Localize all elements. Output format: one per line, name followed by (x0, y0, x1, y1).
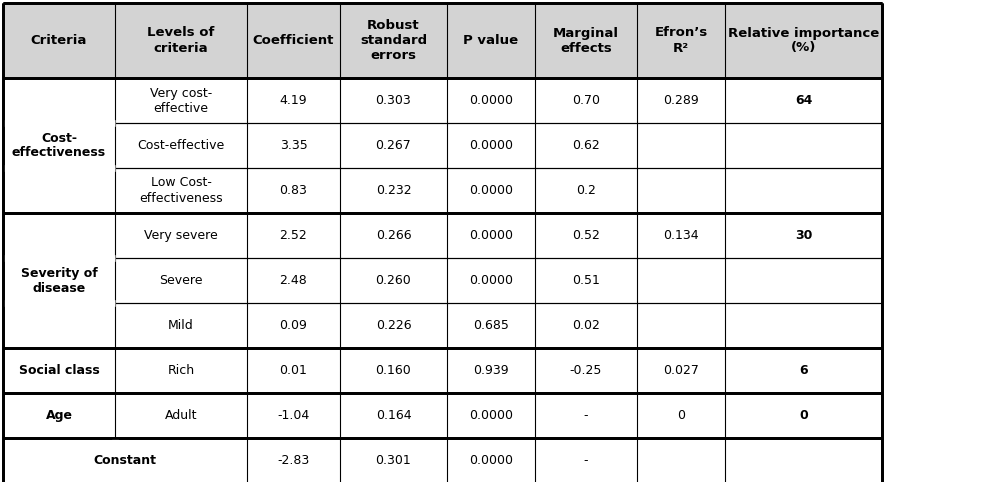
Text: Low Cost-
effectiveness: Low Cost- effectiveness (139, 176, 223, 204)
Text: Marginal
effects: Marginal effects (553, 27, 619, 54)
Text: Robust
standard
errors: Robust standard errors (360, 19, 427, 62)
Bar (3, 438, 882, 482)
Text: Cost-
effectiveness: Cost- effectiveness (12, 132, 106, 160)
Text: 3.35: 3.35 (280, 139, 307, 152)
Bar (3, 348, 882, 393)
Text: Coefficient: Coefficient (252, 34, 334, 47)
Text: 0.2: 0.2 (576, 184, 596, 197)
Text: Cost-effective: Cost-effective (137, 139, 225, 152)
Text: -: - (583, 454, 588, 467)
Text: 0.0000: 0.0000 (469, 94, 513, 107)
Text: 0.303: 0.303 (376, 94, 411, 107)
Bar (3, 213, 882, 258)
Text: -: - (583, 409, 588, 422)
Text: -1.04: -1.04 (277, 409, 309, 422)
Bar (3, 168, 882, 213)
Text: 0.0000: 0.0000 (469, 454, 513, 467)
Text: 30: 30 (794, 229, 812, 242)
Bar (3, 393, 882, 438)
Text: Age: Age (45, 409, 73, 422)
Text: 0.09: 0.09 (280, 319, 307, 332)
Text: 0.52: 0.52 (573, 229, 600, 242)
Text: 0.260: 0.260 (376, 274, 411, 287)
Text: Social class: Social class (19, 364, 99, 377)
Text: Constant: Constant (93, 454, 156, 467)
Text: Criteria: Criteria (30, 34, 87, 47)
Text: Very severe: Very severe (144, 229, 218, 242)
Text: 0.51: 0.51 (573, 274, 600, 287)
Text: 0.83: 0.83 (280, 184, 307, 197)
Text: 0.267: 0.267 (376, 139, 411, 152)
Text: Severe: Severe (159, 274, 202, 287)
Text: -0.25: -0.25 (570, 364, 602, 377)
Text: 0.160: 0.160 (376, 364, 411, 377)
Bar (3, 3, 882, 78)
Text: 0.266: 0.266 (376, 229, 411, 242)
Text: 4.19: 4.19 (280, 94, 307, 107)
Bar (3, 123, 882, 168)
Text: Relative importance
(%): Relative importance (%) (728, 27, 879, 54)
Text: Very cost-
effective: Very cost- effective (150, 86, 212, 115)
Text: 0.685: 0.685 (473, 319, 509, 332)
Text: 0.232: 0.232 (376, 184, 411, 197)
Text: 0.0000: 0.0000 (469, 409, 513, 422)
Text: 0: 0 (677, 409, 685, 422)
Text: 0.289: 0.289 (663, 94, 699, 107)
Text: Adult: Adult (165, 409, 197, 422)
Text: 0.0000: 0.0000 (469, 274, 513, 287)
Bar (3, 303, 882, 348)
Text: 6: 6 (799, 364, 808, 377)
Text: Mild: Mild (168, 319, 193, 332)
Text: 2.52: 2.52 (280, 229, 307, 242)
Text: 0.70: 0.70 (572, 94, 600, 107)
Text: Efron’s
R²: Efron’s R² (654, 27, 708, 54)
Text: 0.134: 0.134 (663, 229, 699, 242)
Text: 0.0000: 0.0000 (469, 139, 513, 152)
Text: P value: P value (464, 34, 518, 47)
Text: 0.0000: 0.0000 (469, 184, 513, 197)
Text: 0.62: 0.62 (573, 139, 600, 152)
Text: Levels of
criteria: Levels of criteria (147, 27, 215, 54)
Text: 0.939: 0.939 (473, 364, 509, 377)
Text: 0.027: 0.027 (663, 364, 699, 377)
Text: -2.83: -2.83 (277, 454, 309, 467)
Text: 2.48: 2.48 (280, 274, 307, 287)
Text: 0.164: 0.164 (376, 409, 411, 422)
Text: 0.01: 0.01 (280, 364, 307, 377)
Text: 0.02: 0.02 (573, 319, 600, 332)
Text: 64: 64 (794, 94, 812, 107)
Text: 0.301: 0.301 (376, 454, 411, 467)
Bar (3, 258, 882, 303)
Bar (3, 78, 882, 123)
Text: Severity of
disease: Severity of disease (21, 267, 97, 295)
Text: 0.226: 0.226 (376, 319, 411, 332)
Text: 0: 0 (799, 409, 808, 422)
Text: Rich: Rich (168, 364, 194, 377)
Text: 0.0000: 0.0000 (469, 229, 513, 242)
